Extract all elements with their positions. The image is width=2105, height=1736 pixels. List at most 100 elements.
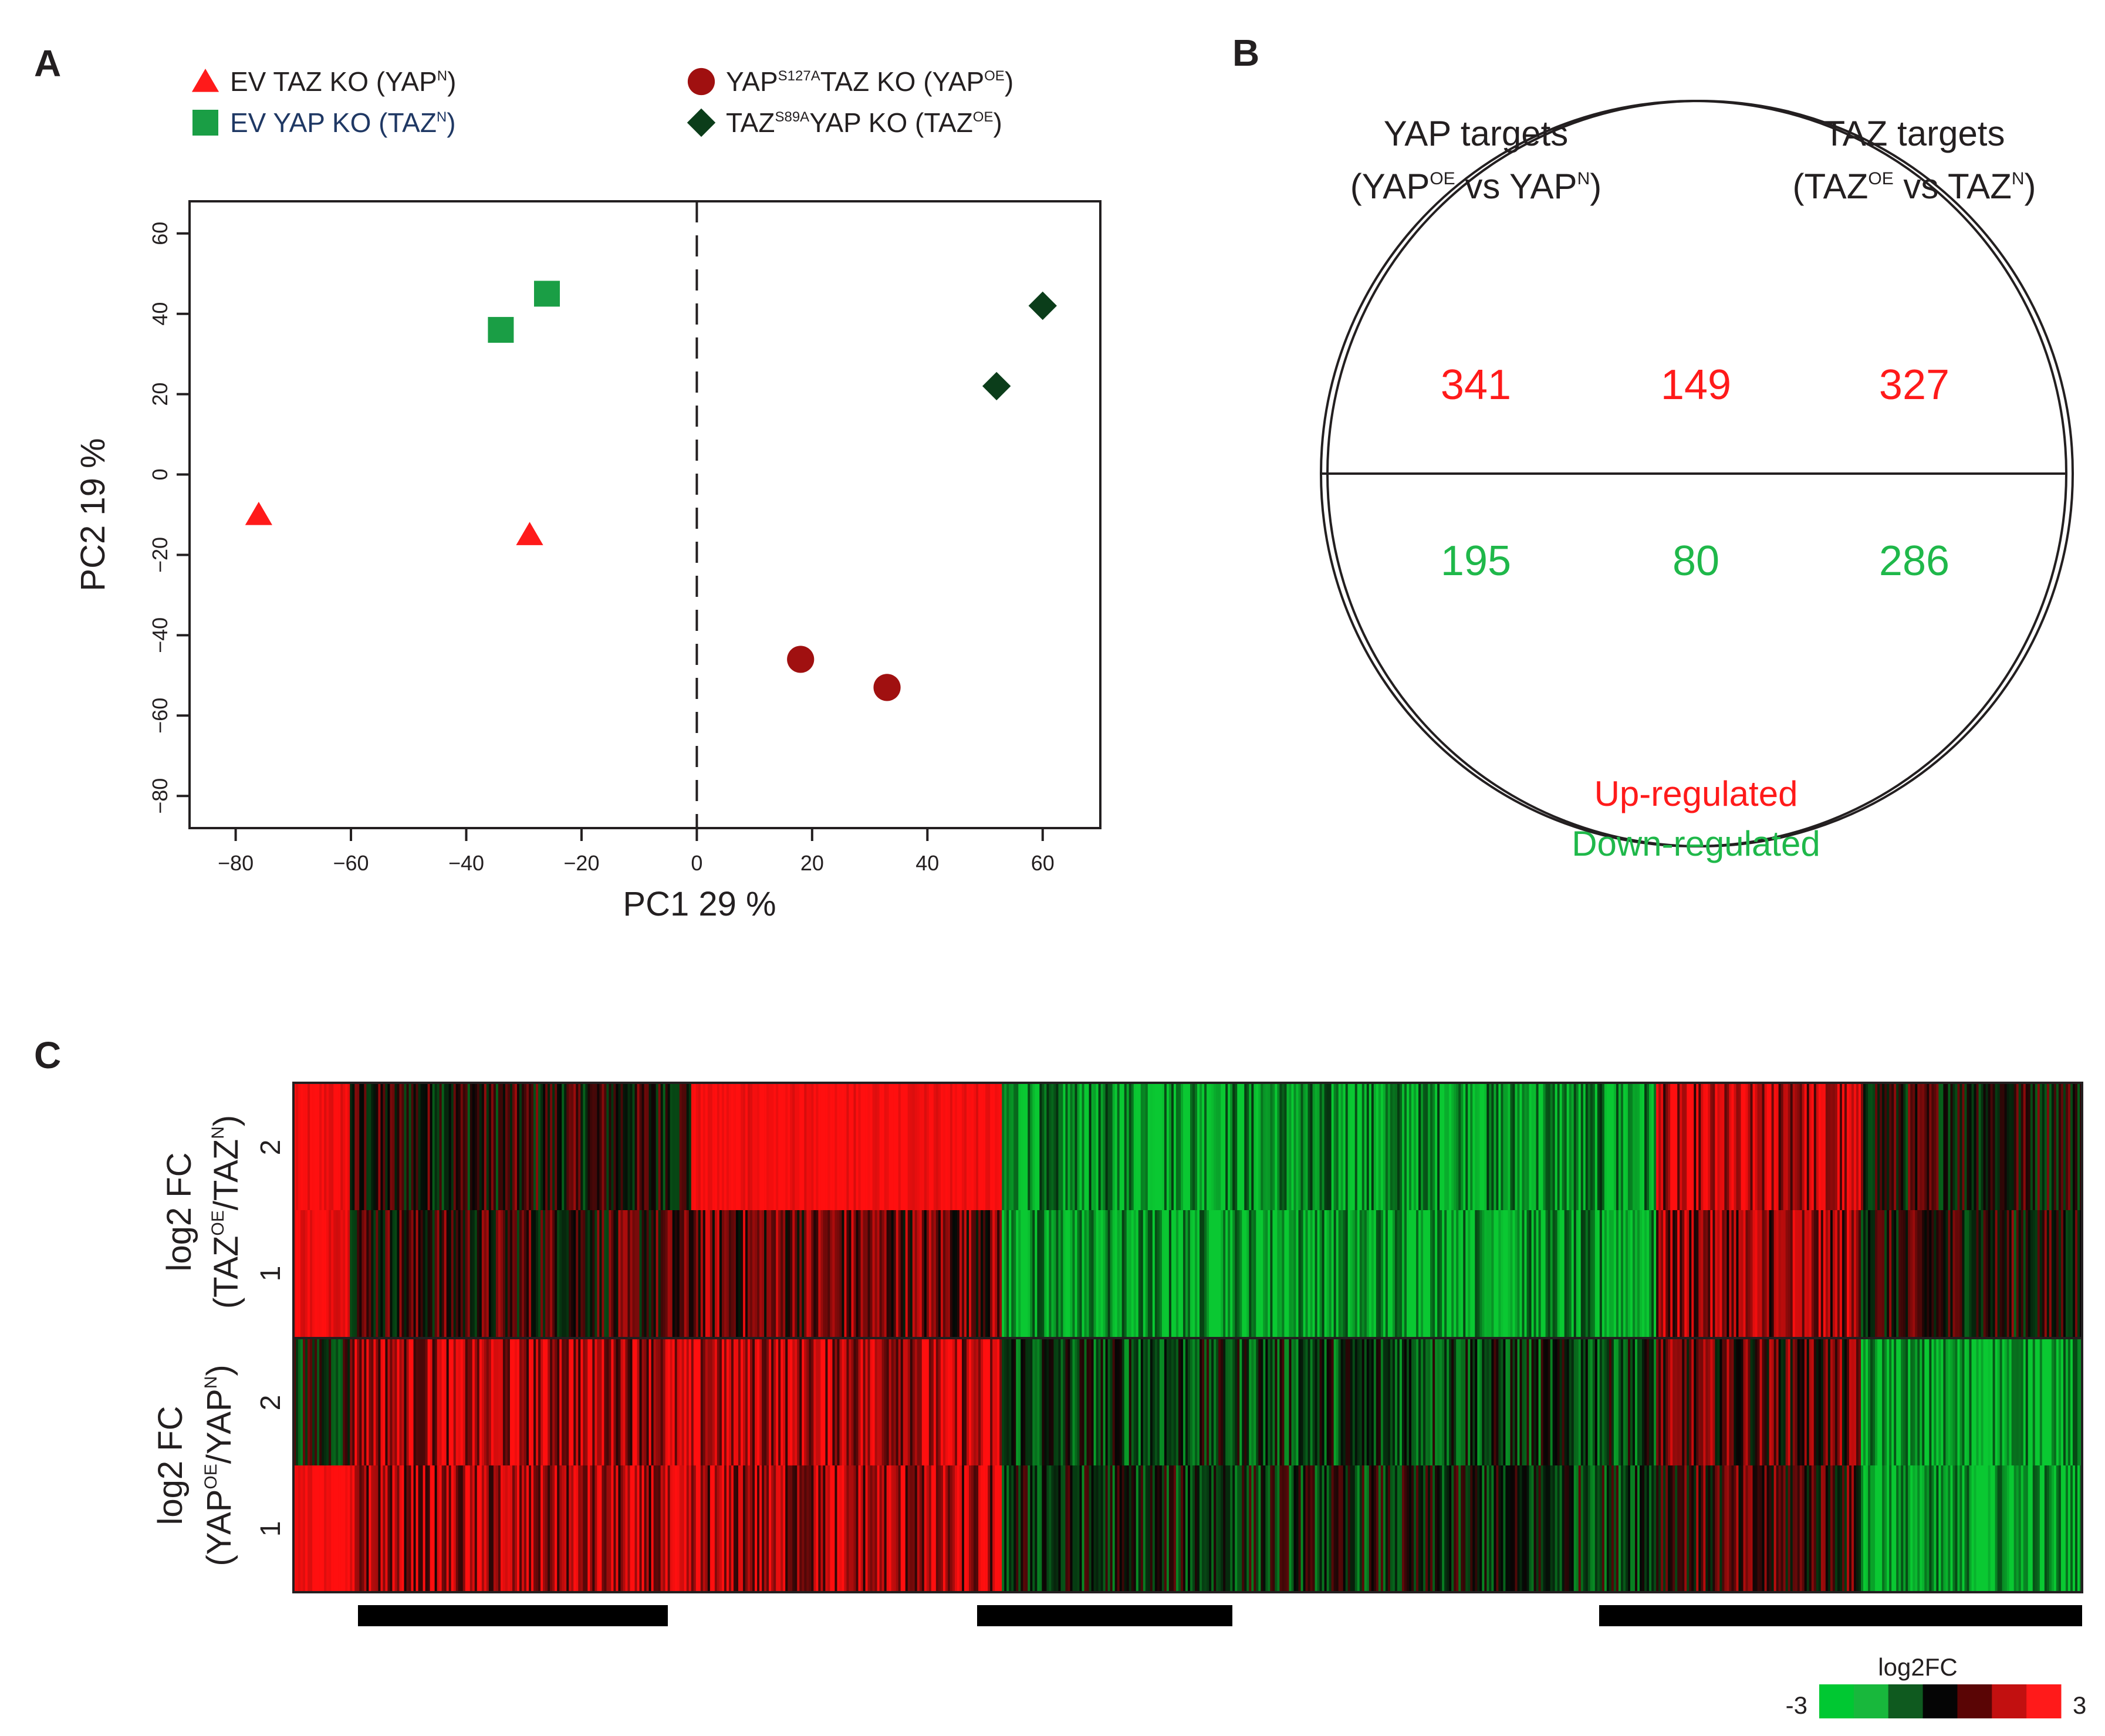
heatmap-cell [665,1338,668,1465]
heatmap-cell [1329,1210,1332,1338]
heatmap-cell [1025,1083,1028,1210]
heatmap-cell [1435,1210,1438,1338]
heatmap-cell [1435,1465,1438,1592]
heatmap-cell [552,1338,555,1465]
heatmap-cell [1202,1210,1205,1338]
heatmap-cell [1472,1338,1475,1465]
heatmap-cell [881,1210,885,1338]
heatmap-cell [1251,1210,1254,1338]
heatmap-cell [1531,1210,1535,1338]
heatmap-cell [371,1083,374,1210]
heatmap-cell [1832,1338,1836,1465]
heatmap-cell [1475,1083,1478,1210]
heatmap-cell [1868,1465,1871,1592]
heatmap-cell [1583,1083,1586,1210]
heatmap-cell [816,1465,819,1592]
heatmap-cell [733,1338,736,1465]
heatmap-cell [2035,1338,2038,1465]
heatmap-cell [1416,1338,1419,1465]
heatmap-cell [392,1210,396,1338]
heatmap-cell [1258,1210,1261,1338]
heatmap-cell [1225,1338,1228,1465]
heatmap-cell [1150,1338,1153,1465]
heatmap-cell [1343,1338,1346,1465]
heatmap-cell [1529,1338,1532,1465]
heatmap-cell [1703,1465,1706,1592]
heatmap-cell [769,1465,772,1592]
heatmap-cell [564,1465,567,1592]
heatmap-cell [743,1210,746,1338]
heatmap-cell [1856,1338,1859,1465]
heatmap-cell [1604,1083,1607,1210]
heatmap-cell [1345,1338,1349,1465]
heatmap-cell [947,1083,951,1210]
heatmap-cell [606,1210,610,1338]
heatmap-cell [780,1083,783,1210]
heatmap-cell [995,1338,998,1465]
heatmap-cell [1531,1338,1535,1465]
heatmap-cell [430,1210,433,1338]
heatmap-cell [1035,1083,1038,1210]
heatmap-cell [1755,1338,1758,1465]
heatmap-cell [557,1465,560,1592]
heatmap-cell [418,1465,421,1592]
heatmap-cell [1988,1210,1991,1338]
heatmap-cell [620,1210,624,1338]
heatmap-cell [853,1083,857,1210]
heatmap-cell [809,1210,812,1338]
heatmap-cell [1279,1083,1283,1210]
heatmap-cell [618,1338,621,1465]
heatmap-cell [2058,1210,2062,1338]
heatmap-cell [1811,1083,1815,1210]
heatmap-cell [867,1338,871,1465]
heatmap-cell [1566,1338,1570,1465]
heatmap-cell [326,1338,329,1465]
heatmap-cell [1138,1083,1141,1210]
heatmap-cell [658,1083,661,1210]
heatmap-cell [555,1210,557,1338]
heatmap-cell [319,1465,322,1592]
heatmap-cell [733,1083,736,1210]
heatmap-cell [1618,1083,1621,1210]
heatmap-cell [792,1338,795,1465]
heatmap-cell [1505,1083,1509,1210]
heatmap-cell [940,1083,944,1210]
heatmap-cell [1818,1465,1822,1592]
heatmap-cell [1178,1210,1181,1338]
heatmap-cell [1440,1083,1442,1210]
heatmap-cell [590,1465,593,1592]
heatmap-cell [1138,1210,1141,1338]
heatmap-cell [1246,1083,1249,1210]
heatmap-cell [1016,1338,1019,1465]
heatmap-cell [1712,1083,1715,1210]
panel-label-b: B [1232,32,1259,74]
heatmap-cell [425,1465,428,1592]
heatmap-cell [366,1210,369,1338]
heatmap-cell [1952,1338,1956,1465]
heatmap-cell [1630,1465,1633,1592]
heatmap-cell [2042,1083,2045,1210]
heatmap-cell [1529,1083,1532,1210]
heatmap-cell [1545,1338,1549,1465]
heatmap-cell [573,1338,576,1465]
heatmap-cell [437,1083,440,1210]
heatmap-cell [935,1083,939,1210]
heatmap-cell [942,1465,946,1592]
heatmap-cell [1070,1465,1073,1592]
heatmap-cell [1228,1338,1231,1465]
heatmap-cell [1915,1210,1918,1338]
heatmap-cell [2039,1338,2043,1465]
heatmap-cell [665,1465,668,1592]
heatmap-cell [1119,1083,1123,1210]
heatmap-cell [903,1210,906,1338]
heatmap-cell [1623,1338,1626,1465]
heatmap-cell [839,1210,843,1338]
heatmap-cell [609,1083,612,1210]
heatmap-cell [1089,1338,1092,1465]
heatmap-cell [1734,1083,1737,1210]
heatmap-cell [813,1210,816,1338]
heatmap-cell [1948,1083,1951,1210]
heatmap-cell [1075,1465,1078,1592]
heatmap-cell [1086,1083,1090,1210]
heatmap-cell [373,1465,376,1592]
